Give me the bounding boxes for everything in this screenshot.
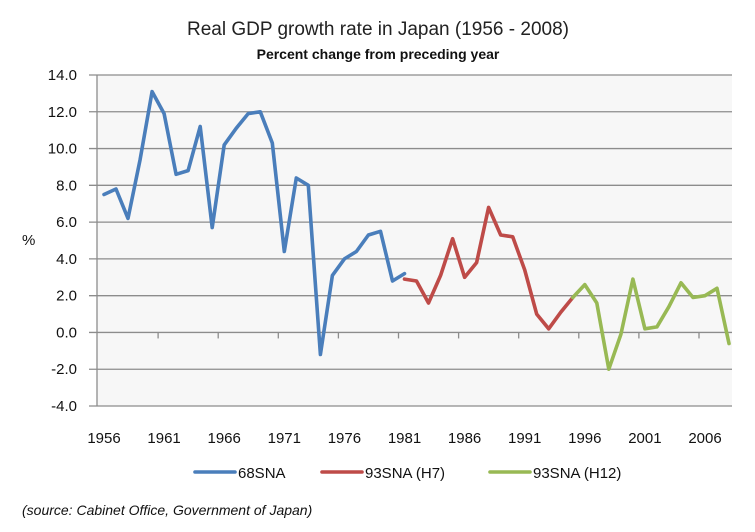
chart-title: Real GDP growth rate in Japan (1956 - 20… [187,19,569,40]
plot-area [97,75,732,406]
y-tick-label: 4.0 [56,251,77,268]
y-tick-label: -4.0 [51,398,77,415]
y-tick-label: 0.0 [56,324,77,341]
y-tick-label: 2.0 [56,288,77,305]
x-tick-label: 1966 [208,430,241,447]
legend-label-2: 93SNA (H12) [533,465,621,482]
x-tick-label: 1991 [508,430,541,447]
x-tick-label: 1981 [388,430,421,447]
series-line-0 [102,89,407,357]
chart-subtitle: Percent change from preceding year [257,46,500,62]
x-tick-label: 1976 [328,430,361,447]
x-tick-label: 2006 [688,430,721,447]
series-line-1 [402,205,575,331]
y-tick-label: 12.0 [48,104,77,121]
y-tick-label: -2.0 [51,361,77,378]
y-tick-label: 14.0 [48,67,77,84]
y-tick-label: 8.0 [56,177,77,194]
source-note: (source: Cabinet Office, Government of J… [22,502,312,518]
legend-label-1: 93SNA (H7) [365,465,445,482]
y-tick-label: 10.0 [48,141,77,158]
x-tick-label: 1971 [268,430,301,447]
y-tick-label: 6.0 [56,214,77,231]
y-axis-label: % [22,232,35,249]
x-tick-label: 1961 [147,430,180,447]
x-tick-label: 1986 [448,430,481,447]
x-tick-label: 1956 [87,430,120,447]
series-line-2 [570,277,731,372]
legend-label-0: 68SNA [238,465,286,482]
x-tick-label: 2001 [628,430,661,447]
x-tick-label: 1996 [568,430,601,447]
